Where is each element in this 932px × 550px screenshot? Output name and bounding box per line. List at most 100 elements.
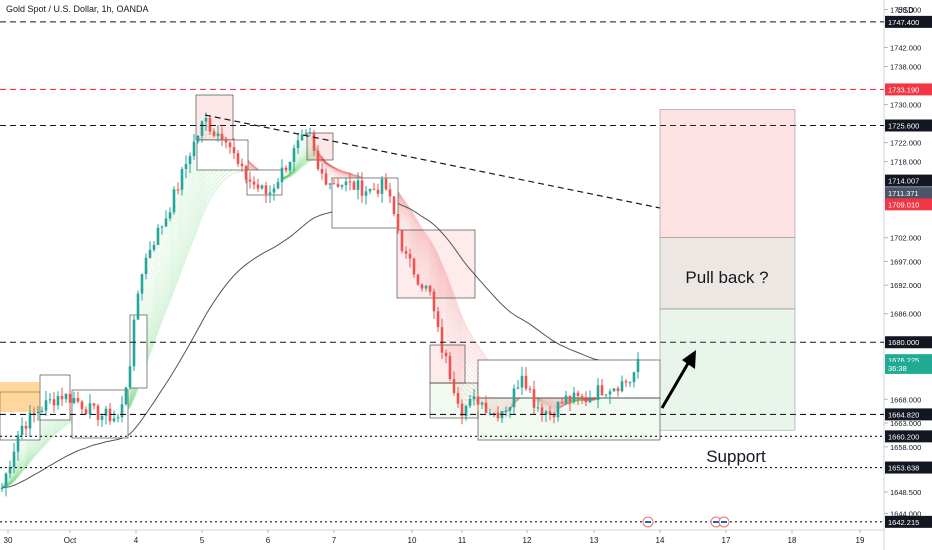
event-flag-icon-stripe [721, 521, 727, 523]
candle-body [80, 401, 84, 410]
time-tick-label: 6 [266, 536, 271, 545]
candle-body [584, 397, 588, 403]
candle-body [168, 212, 172, 219]
candle-body [544, 411, 548, 415]
candle-body [288, 161, 292, 171]
candle-body [160, 226, 164, 228]
candle-body [468, 399, 472, 406]
candle-body [368, 188, 372, 192]
candle-body [44, 400, 48, 411]
candle-body [504, 410, 508, 412]
price-tick-label: 1644.000 [890, 509, 921, 518]
candle-body [16, 435, 20, 452]
candle-body [220, 133, 224, 140]
time-tick-label: 19 [856, 536, 865, 545]
candle-body [424, 285, 428, 289]
candle-body [628, 382, 632, 384]
candle-body [204, 117, 208, 122]
candle-body [612, 388, 616, 392]
candle-body [236, 153, 240, 164]
candle-body [284, 167, 288, 171]
candle-body [580, 395, 584, 398]
time-tick-label: 14 [656, 536, 665, 545]
price-tick-label: 1658.000 [890, 443, 921, 452]
candle-body [176, 189, 180, 191]
candle-body [464, 405, 468, 417]
price-tag-label: 1747.400 [888, 18, 919, 27]
candle-body [332, 183, 336, 185]
candle-body [200, 121, 204, 136]
candle-body [96, 405, 100, 420]
chart-title: Gold Spot / U.S. Dollar, 1h, OANDA [6, 4, 149, 14]
price-tick-label: 1663.000 [890, 419, 921, 428]
candle-body [408, 253, 412, 259]
candle-body [488, 412, 492, 414]
candle-body [100, 415, 104, 420]
candle-body [540, 407, 544, 415]
candle-body [440, 327, 444, 353]
price-tick-label: 1692.000 [890, 281, 921, 290]
candle-body [400, 230, 404, 251]
price-tag-label: 1709.010 [888, 200, 919, 209]
entry-zone-box [659, 237, 796, 310]
candle-body [524, 375, 528, 389]
candle-body [124, 387, 128, 405]
candle-body [244, 166, 248, 180]
price-tag [885, 187, 932, 200]
candle-body [420, 284, 424, 289]
price-tag [885, 83, 932, 96]
candle-body [180, 169, 184, 190]
candle-body [492, 412, 496, 414]
price-tick-label: 1718.000 [890, 158, 921, 167]
price-axis: 1750.000 1742.000 1738.000 1730.000 1722.000… [884, 6, 932, 528]
price-tag [885, 15, 932, 28]
price-tag-label: 1664.820 [888, 410, 919, 419]
candle-body [520, 375, 524, 388]
support-label: Support [706, 447, 766, 466]
price-tag-label: 1733.190 [888, 85, 919, 94]
candle-body [292, 148, 296, 162]
price-tag [885, 515, 932, 528]
candle-body [532, 389, 536, 408]
candle-body [516, 387, 520, 389]
candle-body [32, 412, 36, 414]
candle-body [480, 402, 484, 405]
candle-body [296, 140, 300, 149]
candle-body [476, 396, 480, 405]
time-tick-label: 13 [590, 536, 599, 545]
candle-body [128, 366, 132, 388]
candle-body [76, 398, 80, 402]
time-tick-label: 7 [332, 536, 337, 545]
candle-body [428, 285, 432, 292]
candle-body [308, 132, 312, 134]
price-tag-label: 36:38 [888, 364, 907, 373]
candle-body [588, 398, 592, 403]
price-tick-label: 1722.000 [890, 139, 921, 148]
candle-body [92, 403, 96, 406]
price-tick-label: 1702.000 [890, 234, 921, 243]
candle-body [576, 392, 580, 396]
candle-body [72, 398, 76, 403]
time-tick-label: 5 [200, 536, 205, 545]
time-tick-label: 4 [134, 536, 139, 545]
candle-body [416, 274, 420, 285]
candle-body [328, 183, 332, 185]
slow-moving-average [1, 201, 639, 489]
candle-body [148, 249, 152, 258]
time-tick-label: 10 [408, 536, 417, 545]
pullback-label: Pull back ? [685, 268, 768, 287]
candle-body [448, 356, 452, 379]
candle-body [112, 418, 116, 422]
candle-body [156, 227, 160, 245]
candle-body [252, 181, 256, 185]
candle-body [276, 182, 280, 189]
time-tick-label: 12 [523, 536, 532, 545]
candle-body [384, 178, 388, 190]
price-tick-label: 1686.000 [890, 310, 921, 319]
price-tag [885, 408, 932, 421]
candle-body [212, 131, 216, 136]
candle-body [240, 163, 244, 167]
